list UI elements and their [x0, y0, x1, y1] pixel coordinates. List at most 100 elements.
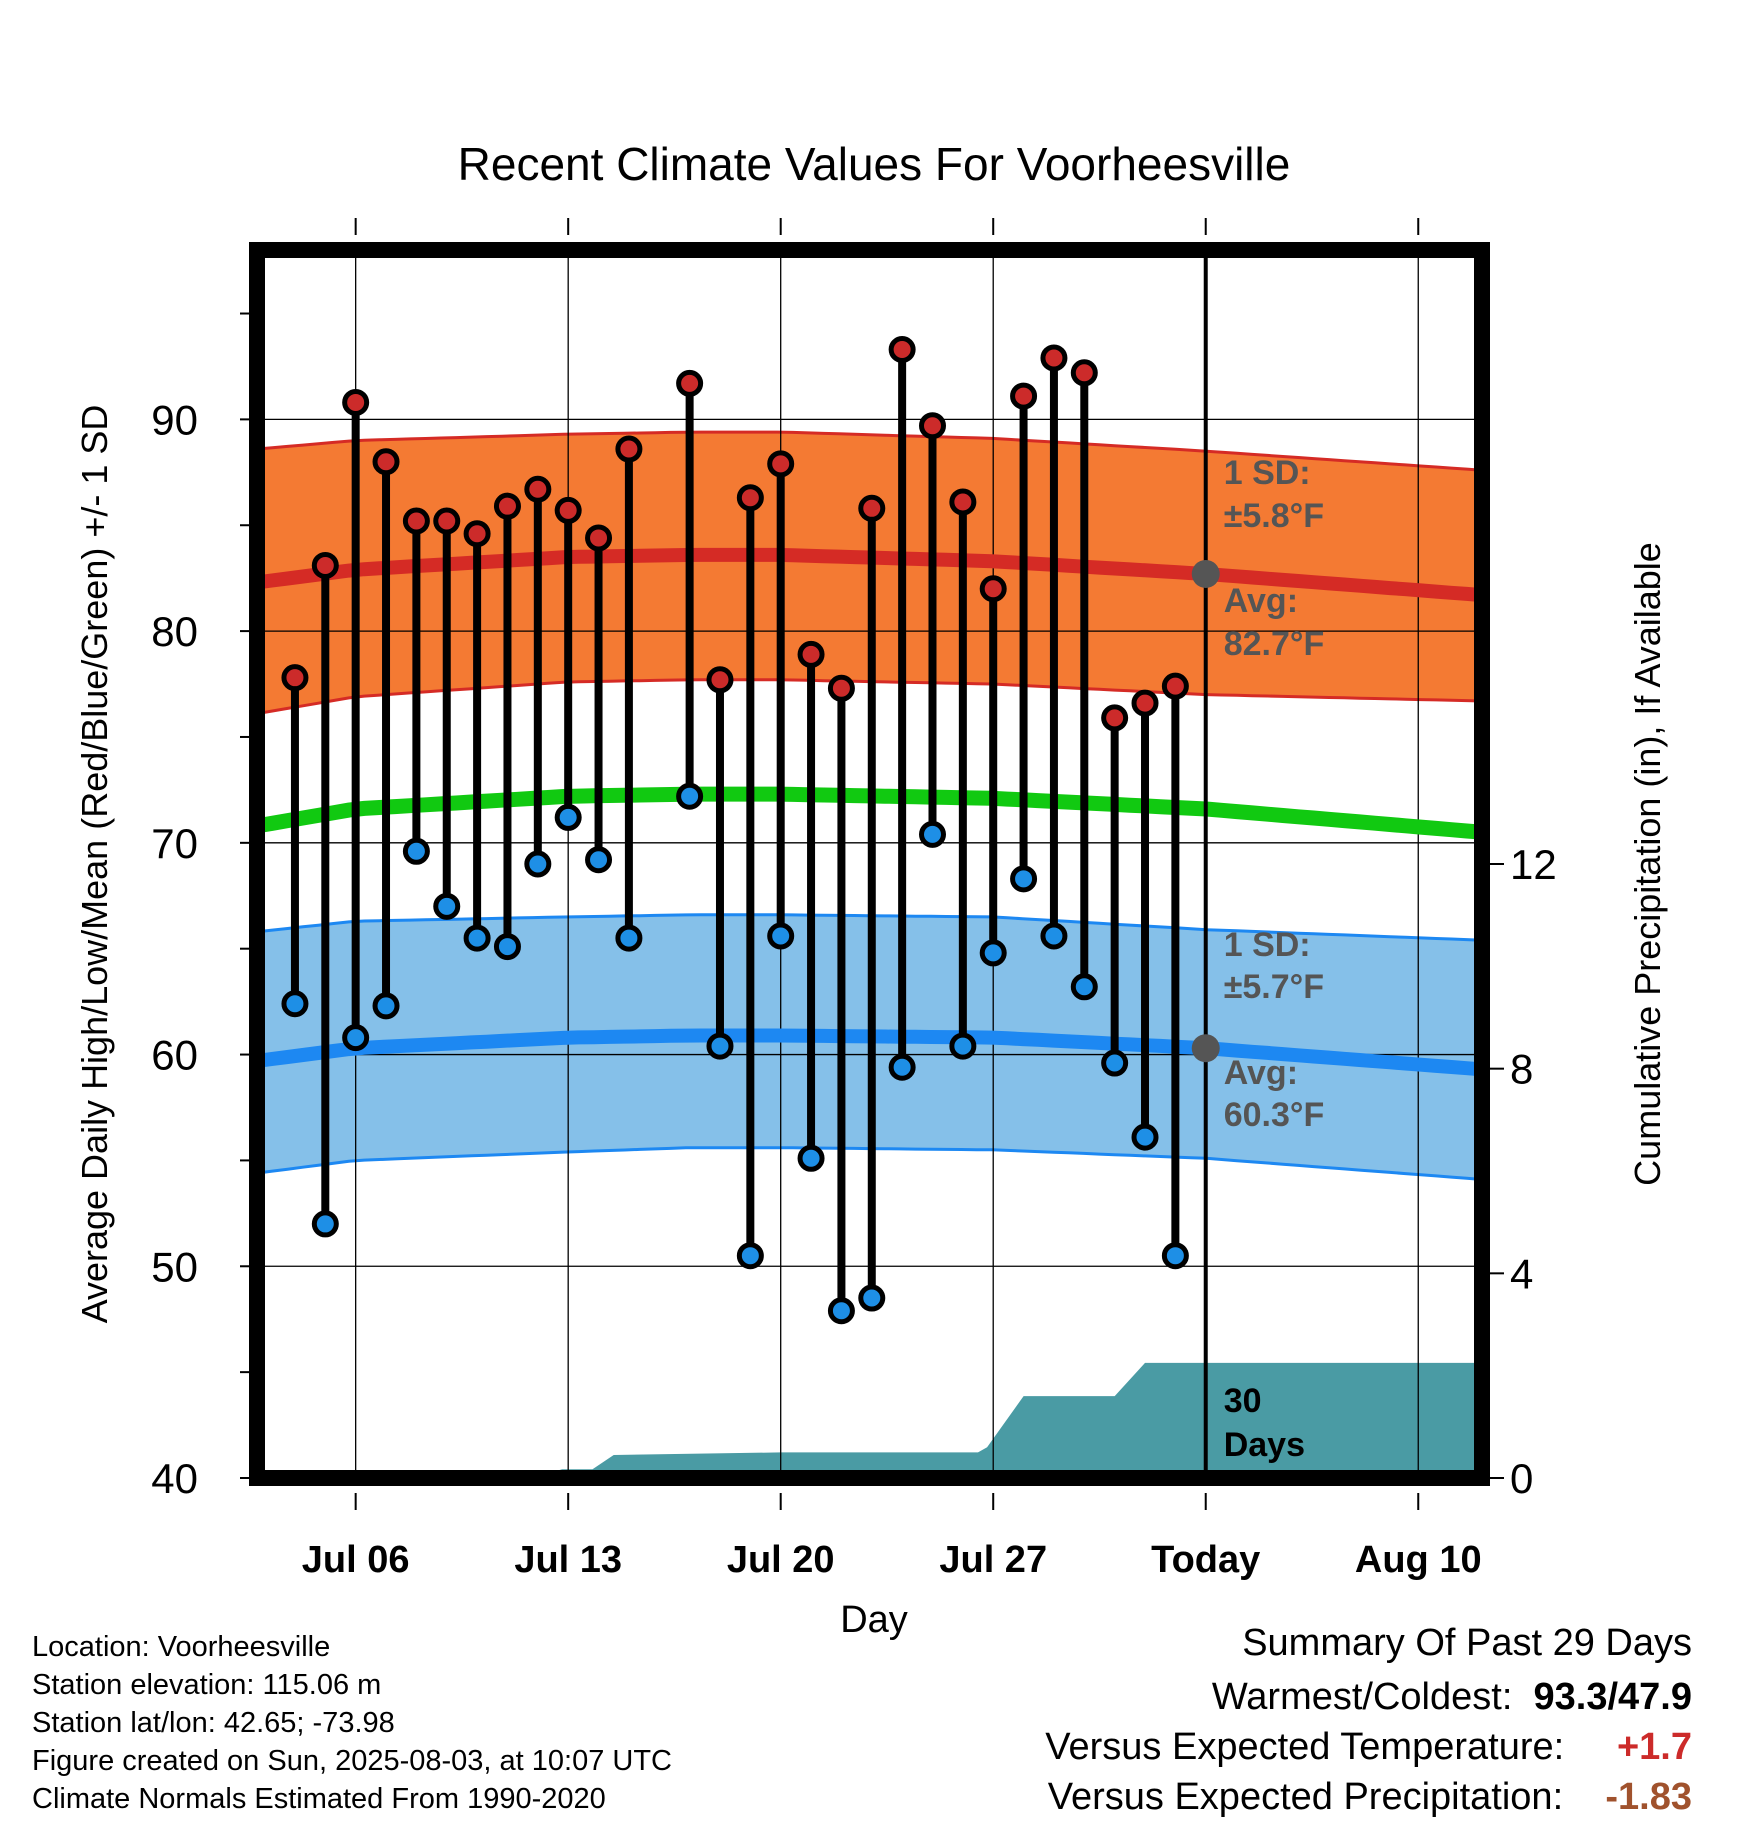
low-point-11	[493, 933, 521, 961]
high-point-6	[342, 388, 370, 416]
low-point-7	[372, 992, 400, 1020]
low-point-14	[585, 846, 613, 874]
high-point-22	[827, 674, 855, 702]
x-tick-label-34: Today	[1151, 1539, 1260, 1581]
low-point-10	[463, 924, 491, 952]
high-point-17	[676, 369, 704, 397]
high-point-12	[524, 475, 552, 503]
low-point-6	[342, 1024, 370, 1052]
high-point-14	[585, 524, 613, 552]
x-tick-label-41: Aug 10	[1355, 1539, 1482, 1581]
low-point-18	[706, 1032, 734, 1060]
low-point-32	[1131, 1123, 1159, 1151]
precip-days-label: Days	[1224, 1426, 1305, 1464]
high-avg-label: Avg:	[1224, 582, 1298, 620]
warm-cold-value: 93.3/47.9	[1533, 1676, 1692, 1718]
low-sd-label: 1 SD:	[1224, 926, 1311, 964]
y-tick-label-50: 50	[151, 1243, 198, 1290]
high-point-29	[1040, 344, 1068, 372]
temp-label: Versus Expected Temperature:	[1045, 1726, 1565, 1768]
y2-tick-label-8: 8	[1510, 1046, 1533, 1093]
high-sd-band-upper-edge	[256, 430, 1483, 472]
observations	[281, 250, 1220, 1478]
annotations: 1 SD: ±5.8°F Avg: 82.7°F 1 SD: ±5.7°F Avg: 60.3…	[1224, 454, 1325, 1464]
high-point-27	[979, 575, 1007, 603]
low-point-23	[858, 1284, 886, 1312]
x-tick-label-6: Jul 06	[302, 1539, 410, 1581]
footer-created: Figure created on Sun, 2025-08-03, at 10…	[32, 1745, 672, 1777]
summary-precip: Versus Expected Precipitation: -1.83	[1048, 1776, 1692, 1819]
summary-title: Summary Of Past 29 Days	[1242, 1622, 1692, 1664]
high-point-33	[1161, 672, 1189, 700]
high-point-32	[1131, 689, 1159, 717]
low-point-27	[979, 939, 1007, 967]
today-high-avg-marker	[1191, 559, 1220, 588]
precip-value: -1.83	[1605, 1776, 1692, 1818]
low-point-19	[736, 1242, 764, 1270]
axes: 40 50 60 70 80 90 0 4 8 12 Jul 06 Jul 13 Jul 20 Jul 2…	[151, 218, 1557, 1581]
high-point-15	[615, 435, 643, 463]
chart-title: Recent Climate Values For Voorheesville	[458, 138, 1291, 190]
precip-days-count: 30	[1224, 1382, 1262, 1420]
low-point-9	[433, 892, 461, 920]
high-point-26	[949, 488, 977, 516]
low-point-15	[615, 924, 643, 952]
warm-cold-label: Warmest/Coldest:	[1211, 1676, 1513, 1718]
low-point-25	[918, 820, 946, 848]
summary-temp: Versus Expected Temperature: +1.7	[1045, 1726, 1692, 1769]
high-sd-value: ±5.8°F	[1224, 497, 1324, 535]
footer-normals: Climate Normals Estimated From 1990-2020	[32, 1783, 606, 1815]
high-point-9	[433, 507, 461, 535]
high-point-10	[463, 520, 491, 548]
y-tick-label-90: 90	[151, 396, 198, 443]
high-point-31	[1101, 704, 1129, 732]
low-point-21	[797, 1144, 825, 1172]
low-point-33	[1161, 1242, 1189, 1270]
y2-axis-label: Cumulative Precipitation (in), If Availa…	[1627, 542, 1668, 1186]
high-point-30	[1070, 359, 1098, 387]
low-point-26	[949, 1032, 977, 1060]
summary-warm-cold: Warmest/Coldest: 93.3/47.9	[1212, 1676, 1692, 1719]
low-sd-value: ±5.7°F	[1224, 968, 1324, 1006]
high-point-13	[554, 496, 582, 524]
y-tick-label-80: 80	[151, 608, 198, 655]
high-point-8	[402, 507, 430, 535]
footer-info: Location: Voorheesville Station elevatio…	[32, 1628, 672, 1818]
low-point-31	[1101, 1049, 1129, 1077]
low-point-28	[1010, 865, 1038, 893]
high-point-21	[797, 640, 825, 668]
low-point-4	[281, 990, 309, 1018]
low-point-17	[676, 782, 704, 810]
today-low-avg-marker	[1191, 1034, 1220, 1063]
precipitation-area	[257, 1362, 1482, 1478]
high-point-20	[767, 450, 795, 478]
precip-fill	[257, 1362, 1482, 1478]
low-point-8	[402, 837, 430, 865]
temp-value: +1.7	[1616, 1726, 1692, 1768]
footer-latlon: Station lat/lon: 42.65; -73.98	[32, 1707, 395, 1739]
high-point-23	[858, 494, 886, 522]
low-avg-label: Avg:	[1224, 1054, 1298, 1092]
high-point-5	[311, 551, 339, 579]
high-point-28	[1010, 382, 1038, 410]
high-point-4	[281, 664, 309, 692]
high-point-25	[918, 412, 946, 440]
low-point-13	[554, 803, 582, 831]
low-point-20	[767, 922, 795, 950]
y2-tick-label-0: 0	[1510, 1455, 1533, 1502]
footer-elevation: Station elevation: 115.06 m	[32, 1669, 382, 1701]
low-point-12	[524, 850, 552, 878]
y-axis-label: Average Daily High/Low/Mean (Red/Blue/Gr…	[74, 405, 115, 1324]
y2-tick-label-4: 4	[1510, 1250, 1533, 1297]
y2-tick-label-12: 12	[1510, 841, 1557, 888]
x-tick-label-13: Jul 13	[514, 1539, 622, 1581]
high-point-19	[736, 484, 764, 512]
high-point-7	[372, 448, 400, 476]
high-point-18	[706, 666, 734, 694]
low-avg-value: 60.3°F	[1224, 1096, 1325, 1134]
high-sd-label: 1 SD:	[1224, 454, 1311, 492]
y-tick-label-70: 70	[151, 820, 198, 867]
footer-location: Location: Voorheesville	[32, 1631, 331, 1663]
high-avg-value: 82.7°F	[1224, 625, 1325, 663]
